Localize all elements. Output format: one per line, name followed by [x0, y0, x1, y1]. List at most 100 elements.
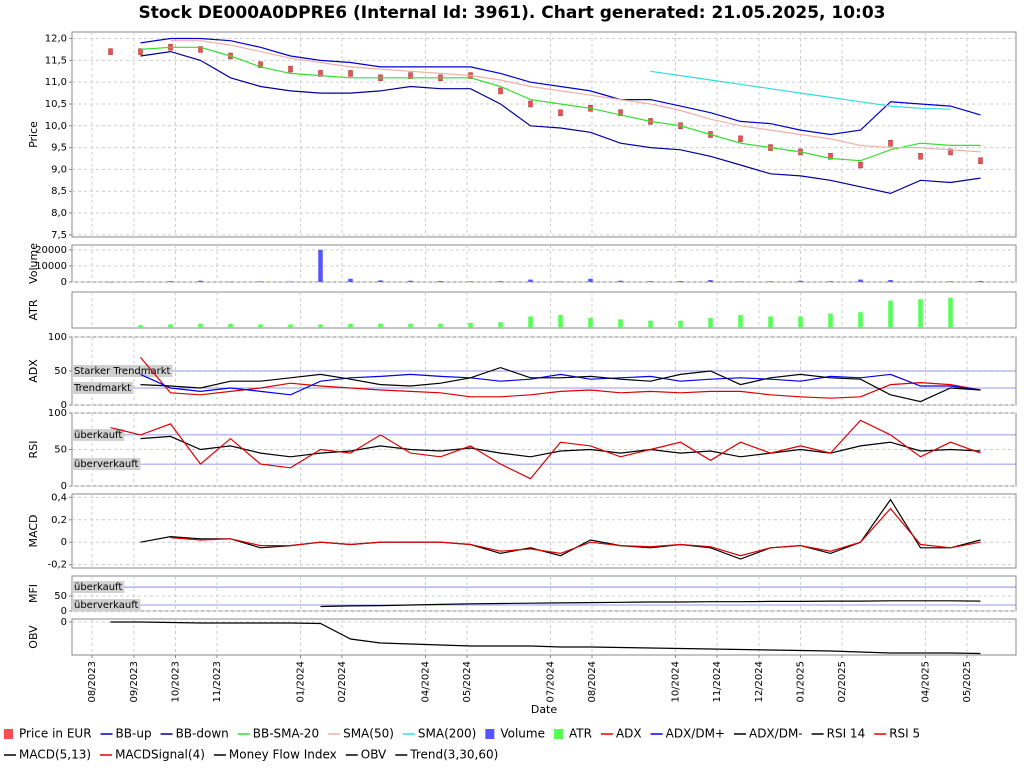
x-tick-label: 02/2025 [837, 661, 848, 703]
bar [618, 319, 623, 328]
y-tick-label: 10,5 [45, 99, 67, 110]
series-line [170, 40, 981, 153]
bar [438, 323, 443, 328]
y-axis-label: MACD [27, 515, 40, 548]
legend-item: BB-SMA-20 [237, 727, 319, 741]
series-line [140, 498, 981, 560]
y-tick-label: 50 [54, 445, 67, 456]
price-marker [558, 109, 563, 116]
plot-area [71, 244, 1017, 283]
bar [468, 322, 473, 328]
x-tick-label: 01/2024 [296, 661, 307, 703]
bar [708, 280, 713, 282]
chart-title: Stock DE000A0DPRE6 (Internal Id: 3961). … [138, 3, 885, 23]
y-tick-label: 0 [61, 617, 67, 628]
x-tick-label: 05/2024 [462, 661, 473, 703]
bar [168, 324, 173, 328]
threshold-label: überverkauft [74, 600, 139, 611]
x-tick-label: 05/2025 [962, 661, 973, 703]
legend-label: ATR [569, 727, 592, 741]
legend-item: Volume [485, 727, 545, 741]
bar [258, 324, 263, 328]
x-tick-label: 04/2024 [421, 661, 432, 703]
price-marker [858, 161, 863, 169]
bar [168, 281, 173, 282]
legend-item: BB-down [160, 727, 229, 741]
threshold-label-bg [72, 365, 173, 377]
bar [528, 279, 533, 282]
price-marker [408, 72, 413, 79]
bar [498, 281, 503, 282]
price-marker [618, 109, 623, 116]
x-tick-label: 01/2025 [796, 661, 807, 703]
bar [468, 281, 473, 282]
legend-item: Money Flow Index [213, 748, 337, 762]
bar [408, 280, 413, 282]
bar [558, 281, 563, 283]
bar [588, 278, 593, 282]
threshold-label-bg [72, 599, 141, 612]
price-marker [978, 157, 983, 164]
legend-swatch [485, 729, 495, 739]
threshold-label-bg [72, 458, 141, 471]
bar [378, 323, 383, 328]
x-tick-label: 11/2023 [212, 661, 223, 703]
threshold-label: Trendmarkt [73, 383, 131, 394]
bar [138, 281, 143, 283]
legend-item: RSI 5 [874, 727, 920, 741]
price-marker [738, 135, 743, 143]
plot-area [71, 575, 1017, 612]
bar [318, 249, 323, 282]
bar [798, 316, 803, 328]
bar [918, 299, 923, 328]
y-tick-label: 10000 [35, 261, 67, 272]
legend-item: ADX [600, 727, 642, 741]
plot-area [71, 412, 1017, 487]
bar [828, 281, 833, 282]
bar [858, 312, 863, 328]
legend-item: Price in EUR [4, 727, 92, 741]
price-marker [828, 153, 833, 160]
bar [558, 315, 563, 328]
y-tick-label: 0 [61, 277, 67, 288]
bar [648, 281, 653, 282]
threshold-label-bg [72, 382, 134, 394]
bar [288, 324, 293, 328]
legend-item: ATR [553, 727, 592, 741]
legend-label: Volume [500, 727, 545, 741]
bar [348, 278, 353, 282]
threshold-label: überverkauft [74, 459, 139, 470]
price-marker [918, 153, 923, 160]
y-axis-label: ADX [27, 359, 40, 383]
series-line [170, 507, 981, 557]
series-line [650, 70, 951, 110]
bar [708, 317, 713, 328]
y-axis-label: Price [27, 121, 40, 148]
y-tick-label: 7,5 [51, 230, 67, 241]
y-tick-label: 9,5 [51, 143, 67, 154]
x-tick-label: 08/2023 [87, 661, 98, 703]
y-tick-label: 9,0 [51, 164, 67, 175]
y-tick-label: 0 [61, 606, 67, 617]
bar [918, 281, 923, 283]
series-line [320, 600, 981, 608]
y-tick-label: 11,0 [45, 77, 67, 88]
legend-label: Money Flow Index [229, 748, 337, 762]
bar [618, 280, 623, 282]
x-axis-label: Date [531, 703, 558, 716]
y-tick-label: 10,0 [45, 121, 67, 132]
bar [858, 279, 863, 282]
bar [378, 280, 383, 282]
y-axis-label: ATR [27, 299, 40, 320]
bar [318, 324, 323, 328]
threshold-label-bg [72, 581, 125, 594]
price-marker [198, 46, 203, 53]
legend-swatch [553, 729, 563, 739]
bar [888, 300, 893, 328]
bar [678, 281, 683, 282]
price-marker [528, 100, 533, 108]
price-marker [948, 148, 953, 156]
legend-label: MACDSignal(4) [115, 748, 205, 762]
bar [408, 323, 413, 328]
legend-label: SMA(200) [418, 727, 476, 741]
